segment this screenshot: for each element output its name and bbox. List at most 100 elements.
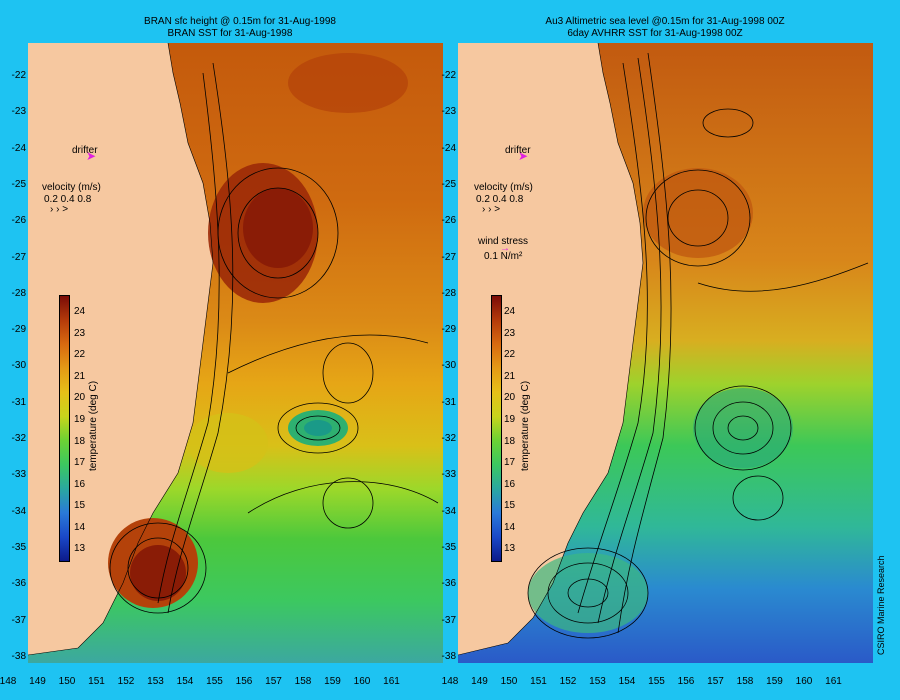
latitude-label: -27	[11, 251, 26, 263]
latitude-label: -26	[441, 215, 456, 227]
latitude-label: -36	[11, 578, 26, 590]
longitude-label: 154	[176, 676, 194, 687]
latitude-label: -32	[11, 433, 26, 444]
right-velocity-label: velocity (m/s)	[474, 182, 533, 193]
latitude-label: -32	[441, 433, 456, 444]
latitude-label: -31	[441, 396, 456, 408]
latitude-label: -28	[11, 287, 26, 299]
left-map-panel: drifter ➤ velocity (m/s) 0.2 0.4 0.8 › ›…	[28, 43, 443, 663]
latitude-label: -22	[441, 70, 456, 81]
latitude-label: -29	[11, 324, 26, 336]
longitude-label: 158	[294, 676, 312, 687]
left-drifter-arrow-icon: ➤	[86, 149, 97, 163]
colorbar-tick-label: 19	[74, 413, 86, 425]
longitude-label: 150	[500, 676, 518, 687]
latitude-label: -25	[441, 178, 456, 190]
latitude-label: -33	[11, 469, 26, 481]
right-drifter-arrow-icon: ➤	[518, 149, 529, 163]
colorbar-tick-label: 14	[74, 521, 86, 533]
left-title-line2: BRAN SST for 31-Aug-1998	[167, 28, 293, 39]
colorbar-tick-label: 20	[504, 392, 516, 404]
left-colorbar	[59, 295, 70, 562]
longitude-label: 155	[648, 676, 665, 687]
right-velocity-scale: 0.2 0.4 0.8	[476, 194, 524, 205]
left-contours	[109, 62, 439, 614]
latitude-label: -34	[441, 505, 456, 517]
latitude-label: -23	[11, 106, 26, 118]
colorbar-tick-label: 21	[74, 370, 86, 382]
right-title-line1: Au3 Altimetric sea level @0.15m for 31-A…	[545, 16, 785, 27]
longitude-label: 153	[147, 676, 164, 687]
left-velocity-label: velocity (m/s)	[42, 182, 101, 193]
latitude-label: -35	[11, 541, 26, 553]
latitude-label: -30	[11, 360, 26, 372]
longitude-label: 153	[589, 676, 606, 687]
longitude-label: 154	[618, 676, 636, 687]
latitude-label: -27	[441, 251, 456, 263]
left-title-line1: BRAN sfc height @ 0.15m for 31-Aug-1998	[144, 16, 336, 27]
longitude-label: 148	[0, 676, 17, 687]
longitude-label: 159	[766, 676, 783, 687]
latitude-label: -23	[441, 106, 456, 118]
colorbar-tick-label: 13	[504, 543, 516, 555]
right-velocity-arrows-icon: › › >	[482, 204, 501, 215]
colorbar-tick-label: 17	[74, 457, 86, 469]
longitude-label: 161	[825, 676, 842, 687]
colorbar-tick-label: 15	[504, 500, 516, 512]
right-wind-label: wind stress	[478, 236, 529, 247]
right-wind-scale: 0.1 N/m²	[484, 251, 523, 262]
latitude-label: -36	[441, 578, 456, 590]
latitude-label: -33	[441, 469, 456, 481]
colorbar-tick-label: 18	[504, 435, 516, 447]
latitude-label: -38	[441, 650, 456, 662]
latitude-label: -38	[11, 650, 26, 662]
latitude-label: -24	[441, 142, 456, 154]
colorbar-tick-label: 22	[504, 349, 516, 361]
colorbar-tick-label: 14	[504, 521, 516, 533]
right-wind-arrow-icon: →	[500, 243, 510, 254]
right-map-panel: drifter ➤ velocity (m/s) 0.2 0.4 0.8 › ›…	[458, 43, 873, 663]
latitude-label: -30	[441, 360, 456, 372]
longitude-label: 157	[265, 676, 282, 687]
right-colorbar	[491, 295, 502, 562]
right-drifter-label: drifter	[505, 145, 531, 156]
colorbar-tick-label: 16	[74, 478, 86, 490]
right-colorbar-label: temperature (deg C)	[520, 380, 531, 471]
right-title-line2: 6day AVHRR SST for 31-Aug-1998 00Z	[567, 28, 743, 39]
longitude-label: 160	[353, 676, 371, 687]
left-sst-map	[28, 43, 443, 663]
colorbar-tick-label: 15	[74, 500, 86, 512]
colorbar-tick-label: 24	[74, 306, 86, 318]
latitude-label: -35	[441, 541, 456, 553]
longitude-label: 151	[530, 676, 547, 687]
longitude-label: 156	[235, 676, 253, 687]
longitude-label: 159	[324, 676, 341, 687]
left-velocity-scale: 0.2 0.4 0.8	[44, 194, 92, 205]
colorbar-tick-label: 16	[504, 478, 516, 490]
latitude-label: -24	[11, 142, 26, 154]
colorbar-tick-label: 24	[504, 306, 516, 318]
left-velocity-arrows-icon: › › >	[50, 204, 69, 215]
longitude-label: 152	[559, 676, 577, 687]
latitude-label: -37	[11, 614, 26, 626]
longitude-label: 161	[383, 676, 400, 687]
longitude-label: 149	[29, 676, 46, 687]
longitude-label: 152	[117, 676, 135, 687]
colorbar-tick-label: 19	[504, 413, 516, 425]
colorbar-tick-label: 20	[74, 392, 86, 404]
longitude-label: 150	[58, 676, 76, 687]
colorbar-tick-label: 13	[74, 543, 86, 555]
right-contours	[527, 52, 869, 639]
left-colorbar-label: temperature (deg C)	[88, 380, 99, 471]
colorbar-tick-label: 17	[504, 457, 516, 469]
latitude-label: -37	[441, 614, 456, 626]
latitude-label: -25	[11, 178, 26, 190]
longitude-label: 156	[677, 676, 695, 687]
right-sst-map	[458, 43, 873, 663]
left-drifter-label: drifter	[72, 145, 98, 156]
latitude-label: -28	[441, 287, 456, 299]
latitude-label: -29	[441, 324, 456, 336]
longitude-label: 155	[206, 676, 223, 687]
longitude-label: 160	[795, 676, 813, 687]
longitude-label: 157	[707, 676, 724, 687]
